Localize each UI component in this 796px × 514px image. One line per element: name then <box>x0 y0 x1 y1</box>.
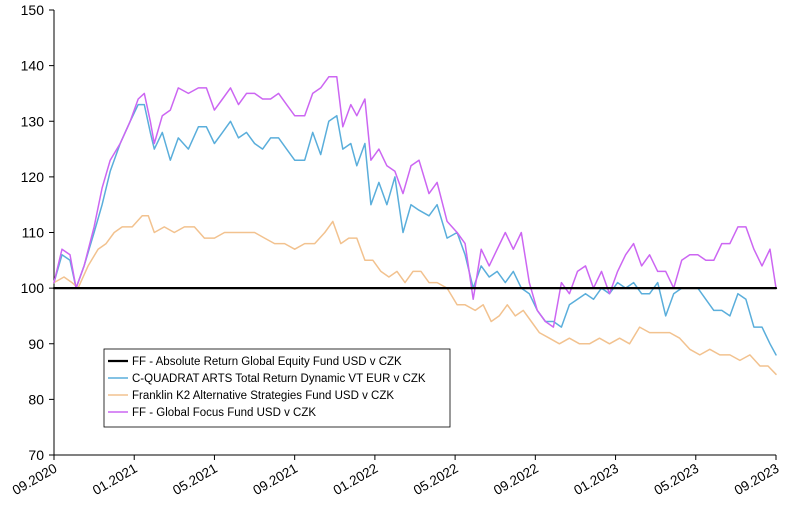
x-tick-label: 09.2020 <box>10 461 60 498</box>
x-tick-label: 01.2023 <box>571 461 621 498</box>
y-tick-label: 110 <box>22 225 45 241</box>
chart-series <box>52 76 778 376</box>
chart-legend: FF - Absolute Return Global Equity Fund … <box>103 348 451 428</box>
y-tick-label: 100 <box>21 280 45 296</box>
x-tick-label: 09.2023 <box>732 461 782 498</box>
legend-label: FF - Global Focus Fund USD v CZK <box>132 407 316 419</box>
y-tick-label: 90 <box>28 336 44 352</box>
legend-label: FF - Absolute Return Global Equity Fund … <box>132 356 402 368</box>
series-line-1 <box>53 103 777 356</box>
y-tick-label: 150 <box>21 2 45 18</box>
x-tick-label: 05.2021 <box>170 461 220 498</box>
y-tick-label: 140 <box>21 58 45 74</box>
series-line-2 <box>53 215 777 376</box>
legend-label: Franklin K2 Alternative Strategies Fund … <box>132 390 394 402</box>
y-tick-label: 120 <box>21 169 45 185</box>
x-tick-label: 01.2021 <box>90 461 140 498</box>
legend-box <box>103 348 451 428</box>
x-tick-label: 09.2022 <box>491 461 541 498</box>
legend-label: C-QUADRAT ARTS Total Return Dynamic VT E… <box>132 373 426 385</box>
x-tick-label: 01.2022 <box>331 461 381 498</box>
series-line-3 <box>53 76 777 328</box>
x-tick-label: 05.2023 <box>652 461 702 498</box>
x-tick-label: 09.2021 <box>250 461 300 498</box>
x-tick-label: 05.2022 <box>411 461 461 498</box>
y-tick-label: 80 <box>28 391 44 407</box>
y-tick-label: 70 <box>28 447 44 463</box>
y-tick-label: 130 <box>21 113 45 129</box>
